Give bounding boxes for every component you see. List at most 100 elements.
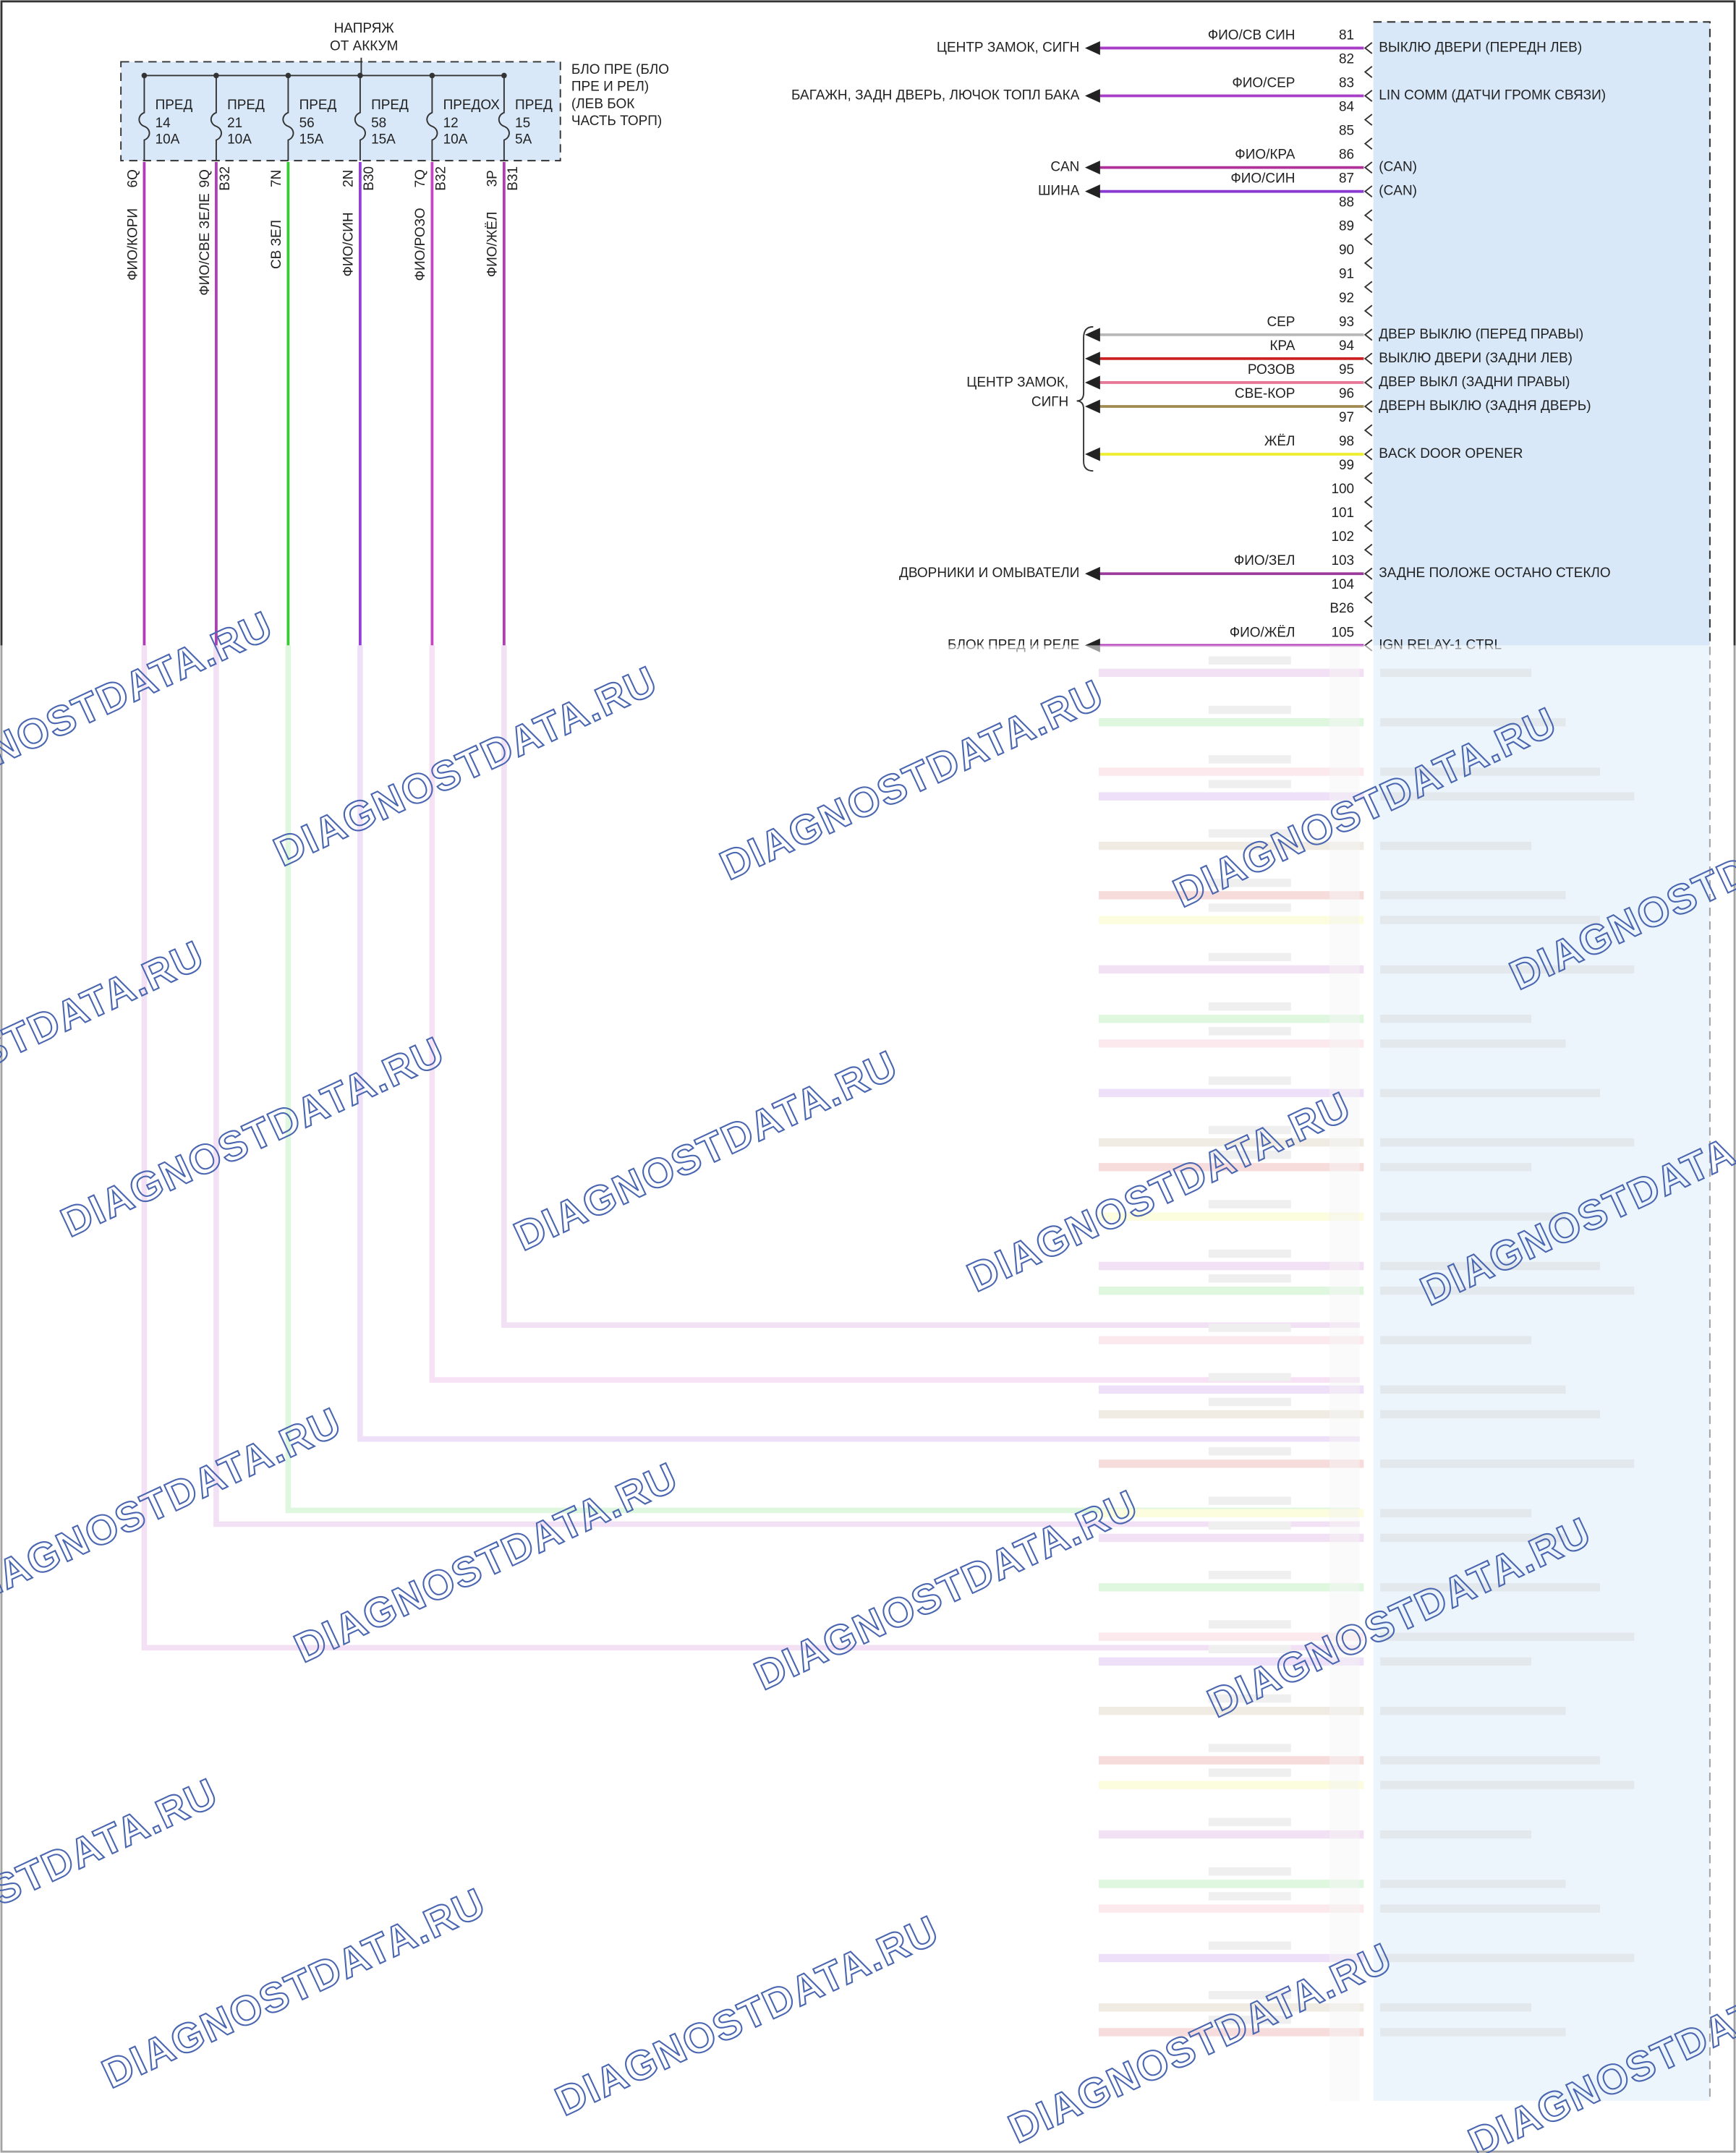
brace [1076,325,1094,472]
arrow [1084,328,1100,342]
terminal [1363,567,1373,580]
destination: ЦЕНТР ЗАМОК, СИГН [937,40,1079,55]
fuse-name: ПРЕД [227,98,265,113]
arrow [1084,40,1100,55]
fuse-symbol [498,75,510,161]
connector-label: B32 [218,166,233,191]
pin-number: 86 [1339,148,1354,163]
terminal [1363,591,1373,604]
pin-number: 90 [1339,243,1354,258]
terminal [1363,209,1373,222]
terminal [1363,352,1373,365]
arrow [1084,399,1100,414]
destination: CAN [1050,160,1079,175]
terminal [1363,161,1373,174]
pin-number: 99 [1339,458,1354,473]
fuse-name: ПРЕД [156,98,193,113]
pin-number: 101 [1331,506,1354,521]
pin-label: 7N [269,170,284,187]
pin-number: 105 [1331,625,1354,640]
arrow [1084,89,1100,103]
arrow [1084,375,1100,390]
fuse-number: 14 [156,116,171,131]
wire-name: КРА [1269,338,1295,354]
pin-number: 85 [1339,124,1354,139]
fuse-number: 15 [515,116,530,131]
supply-label: НАПРЯЖ [334,21,395,36]
wire-name: ФИО/СВ СИН [1208,27,1295,43]
fuse-rating: 10А [156,132,180,148]
pin-label: 3P [485,170,501,187]
terminal [1363,519,1373,532]
terminal [1363,66,1373,78]
terminal [1363,448,1373,461]
fuse-name: ПРЕД [515,98,553,113]
fuse-symbol [282,75,294,161]
fuse-number: 12 [443,116,459,131]
pin-number: 96 [1339,386,1354,401]
wire-name: ФИО/ЗЕЛ [1234,553,1295,568]
pin-number: 89 [1339,219,1354,234]
pin-function: ДВЕР ВЫКЛ (ЗАДНИ ПРАВЫ) [1379,375,1570,390]
fuse-block-label: БЛО ПРЕ (БЛО [571,62,669,77]
arrow [1084,566,1100,581]
wire-name: ФИО/СВЕ ЗЕЛЕ [197,193,213,296]
terminal [1363,114,1373,126]
pin-number: 103 [1331,553,1354,568]
pin-number: 88 [1339,195,1354,210]
fuse-rating: 10А [227,132,252,148]
fuse-rating: 10А [443,132,468,148]
blur-overlay [0,645,1736,2153]
group-destination: СИГН [1031,394,1068,409]
pin-function: (CAN) [1379,184,1417,199]
pin-number: 82 [1339,51,1354,67]
terminal [1363,615,1373,628]
pin-function: BACK DOOR OPENER [1379,446,1523,461]
pin-number: 104 [1331,577,1354,592]
pin-label: 9Q [197,169,213,187]
terminal [1363,400,1373,413]
pin-number: 87 [1339,171,1354,187]
fuse-name: ПРЕДОХ [443,98,501,113]
connector-label: B31 [506,166,521,191]
terminal [1363,90,1373,102]
terminal [1363,137,1373,150]
pin-number: 94 [1339,338,1354,354]
arrow [1084,161,1100,175]
fuse-rating: 15А [299,132,324,148]
terminal [1363,328,1373,341]
destination: ШИНА [1038,184,1080,199]
supply-label: ОТ АККУМ [330,39,398,54]
wire-name: ФИО/РОЗО [413,208,428,281]
terminal [1363,304,1373,317]
wire-name: ФИО/СИН [341,212,357,276]
terminal [1363,42,1373,54]
wire-name: РОЗОВ [1248,362,1295,378]
fuse-block [120,61,561,162]
pin-function: ВЫКЛЮ ДВЕРИ (ЗАДНИ ЛЕВ) [1379,351,1573,366]
terminal [1363,472,1373,485]
connector-label: B32 [434,166,449,191]
wire-name: ФИО/СЕР [1232,75,1295,90]
terminal [1363,424,1373,437]
fuse-block-label: ПРЕ И РЕЛ) [571,80,649,95]
fuse-number: 56 [299,116,315,131]
connector-label: B30 [362,166,377,191]
fuse-number: 58 [371,116,386,131]
wire-name: ЖЁЛ [1264,434,1295,449]
pin-function: ВЫКЛЮ ДВЕРИ (ПЕРЕДН ЛЕВ) [1379,40,1582,55]
arrow [1084,447,1100,461]
terminal [1363,233,1373,246]
wire-name: СВЕ-КОР [1235,386,1295,401]
pin-label: 6Q [125,169,140,187]
diagram-content: НАПРЯЖ ОТ АККУМ БЛО ПРЕ (БЛО ПРЕ И РЕЛ)(ЛЕВ… [125,21,1610,652]
pin-number: 98 [1339,434,1354,449]
terminal [1363,185,1373,198]
pin-function: ДВЕРН ВЫКЛЮ (ЗАДНЯ ДВЕРЬ) [1379,398,1591,414]
terminal [1363,257,1373,270]
wire-name: СВ ЗЕЛ [269,220,284,269]
terminal [1363,376,1373,389]
fuse-symbol [138,75,150,161]
fuse-block-label: (ЛЕВ БОК [571,96,634,111]
